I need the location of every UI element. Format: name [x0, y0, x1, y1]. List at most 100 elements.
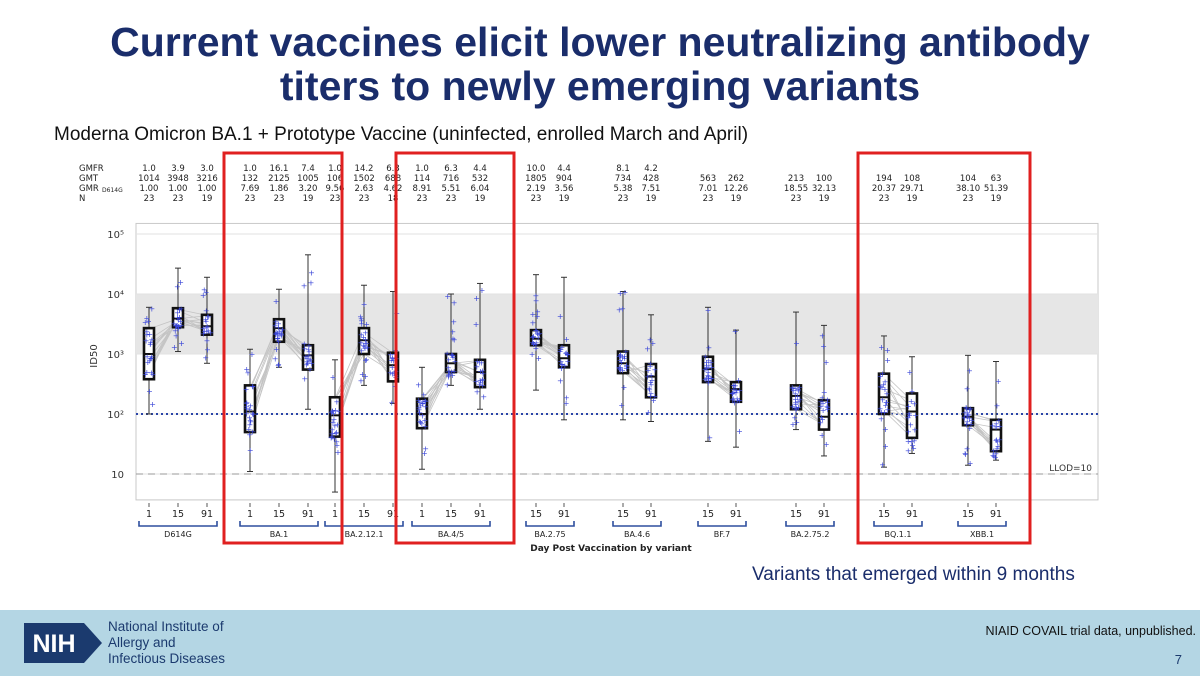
data-point: + [733, 388, 740, 397]
gmr-value: 1.86 [270, 184, 289, 194]
data-point: + [171, 343, 178, 352]
gmt-value: 716 [443, 174, 459, 184]
data-point: + [474, 363, 481, 372]
data-point: + [793, 339, 800, 348]
data-point: + [884, 406, 891, 415]
data-point: + [245, 425, 252, 434]
data-point: + [246, 405, 253, 414]
data-point: + [966, 406, 973, 415]
data-point: + [905, 428, 912, 437]
box-iqr [243, 384, 257, 434]
data-point: + [909, 387, 916, 396]
data-point: + [884, 389, 891, 398]
data-point: + [422, 397, 429, 406]
data-point: + [278, 330, 285, 339]
variant-label: BA.2.75 [534, 530, 565, 539]
data-point: + [824, 398, 831, 407]
data-point: + [536, 329, 543, 338]
data-point: + [565, 357, 572, 366]
data-point: + [908, 437, 915, 446]
data-point: + [878, 343, 885, 352]
data-point: + [881, 408, 888, 417]
data-point: + [145, 317, 152, 326]
data-point: + [705, 368, 712, 377]
y-axis-label: ID50 [89, 344, 100, 367]
data-point: + [275, 320, 282, 329]
gmt-value: 532 [472, 174, 488, 184]
data-point: + [171, 320, 178, 329]
n-value: 23 [245, 194, 256, 204]
data-point: + [702, 365, 709, 374]
gmr-value: 18.55 [784, 184, 808, 194]
data-point: + [477, 378, 484, 387]
data-point: + [796, 383, 803, 392]
x-tick-label: 15 [702, 509, 714, 520]
highlight-box [394, 151, 516, 545]
gmt-value: 688 [385, 174, 401, 184]
gmfr-value: 8.1 [616, 164, 630, 174]
n-value: 23 [446, 194, 457, 204]
data-point: + [304, 354, 311, 363]
data-point: + [993, 436, 1000, 445]
data-point: + [202, 315, 209, 324]
data-point: + [203, 317, 210, 326]
data-point: + [530, 310, 537, 319]
data-point: + [201, 327, 208, 336]
data-point: + [705, 373, 712, 382]
data-point: + [328, 409, 335, 418]
data-point: + [736, 386, 743, 395]
data-point: + [243, 399, 250, 408]
y-tick-label: 10³ [107, 350, 124, 361]
data-point: + [963, 405, 970, 414]
data-point: + [820, 399, 827, 408]
x-tick-label: 1 [247, 509, 253, 520]
gmt-value: 1014 [138, 174, 160, 184]
gmr-value: 9.56 [326, 184, 345, 194]
data-point: + [993, 422, 1000, 431]
data-point: + [148, 352, 155, 361]
data-point: + [361, 342, 368, 351]
data-point: + [616, 363, 623, 372]
data-point: + [648, 371, 655, 380]
data-point: + [562, 361, 569, 370]
data-point: + [279, 326, 286, 335]
data-point: + [308, 278, 315, 287]
data-point: + [617, 289, 624, 298]
highlight-box [222, 151, 344, 545]
data-point: + [557, 377, 564, 386]
data-point: + [476, 358, 483, 367]
data-point: + [363, 356, 370, 365]
data-point: + [884, 346, 891, 355]
data-point: + [819, 431, 826, 440]
data-point: + [616, 365, 623, 374]
data-point: + [824, 403, 831, 412]
n-value: 23 [531, 194, 542, 204]
data-point: + [387, 368, 394, 377]
data-point: + [362, 372, 369, 381]
variant-bracket [411, 521, 491, 527]
n-value: 19 [991, 194, 1002, 204]
variant-bracket [873, 521, 923, 527]
data-point: + [736, 396, 743, 405]
data-point: + [176, 306, 183, 315]
data-point: + [564, 351, 571, 360]
data-point: + [879, 370, 886, 379]
data-point: + [732, 382, 739, 391]
data-point: + [559, 343, 566, 352]
data-point: + [882, 385, 889, 394]
institute-name-line: National Institute of [108, 619, 224, 634]
box-iqr [272, 317, 286, 344]
gmfr-value: 16.1 [270, 164, 289, 174]
x-tick-label: 15 [790, 509, 802, 520]
data-point: + [307, 356, 314, 365]
data-point: + [618, 358, 625, 367]
data-point: + [450, 335, 457, 344]
gmr-value: 6.04 [471, 184, 490, 194]
gmfr-value: 3.0 [200, 164, 214, 174]
data-point: + [617, 365, 624, 374]
table-row-label: N [79, 194, 85, 204]
box-iqr [789, 384, 803, 411]
n-value: 23 [417, 194, 428, 204]
data-point: + [795, 387, 802, 396]
gmt-value: 1502 [353, 174, 375, 184]
